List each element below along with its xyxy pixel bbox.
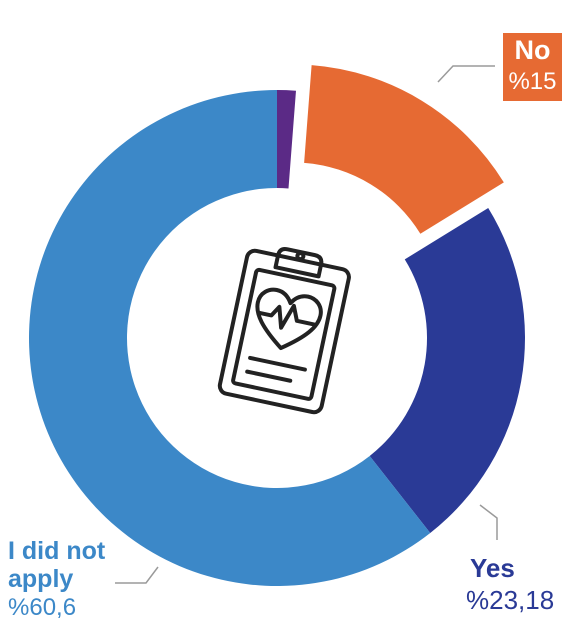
label-yes-value: %23,18: [466, 585, 555, 615]
leader-line-did-not-apply: [115, 566, 159, 584]
label-no-name: No: [514, 35, 551, 65]
label-did-not-apply-value: %60,6: [8, 594, 77, 621]
text-line-1: [248, 355, 307, 372]
clipboard-clip: [273, 247, 324, 279]
leader-lines: [115, 65, 498, 584]
leader-line-no: [437, 65, 495, 83]
label-did-not-apply-name-line1: I did not: [8, 537, 106, 565]
clipboard-clip-hole: [295, 251, 306, 262]
donut-slices: [29, 65, 525, 586]
label-no: No %15: [503, 33, 562, 101]
clipboard-heart-icon: [217, 247, 351, 415]
label-did-not-apply: I did not apply %60,6: [8, 537, 148, 623]
label-did-not-apply-name-line2: apply: [8, 565, 74, 593]
label-yes-name: Yes: [470, 553, 515, 583]
clipboard-paper: [231, 267, 337, 401]
slice-unlabeled: [277, 90, 296, 189]
slice-no: [304, 65, 504, 234]
leader-line-yes: [479, 504, 498, 540]
text-line-2: [245, 369, 293, 383]
slice-i-did-not-apply: [29, 89, 431, 586]
slice-yes: [369, 208, 525, 533]
heart-outline: [255, 287, 323, 351]
label-yes: Yes %23,18: [466, 552, 562, 616]
heartbeat-line: [257, 303, 317, 330]
label-no-value: %15: [508, 68, 557, 95]
